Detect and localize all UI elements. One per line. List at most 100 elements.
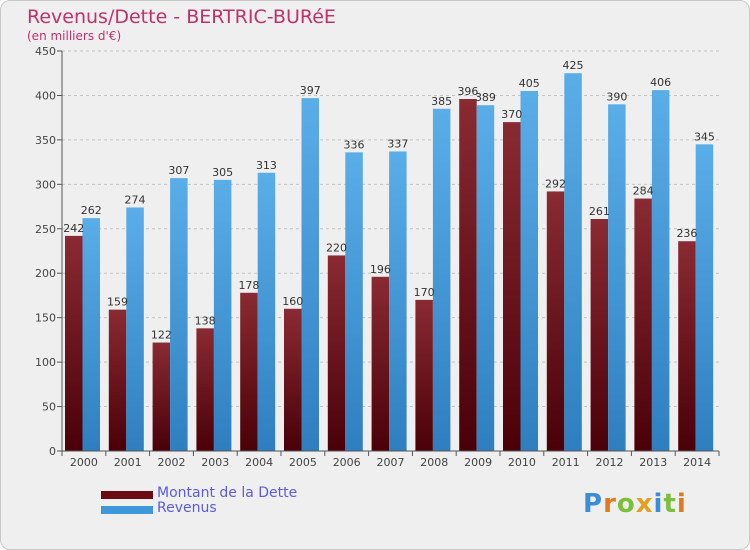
y-tick-label: 150: [35, 312, 56, 325]
data-label-dette: 178: [238, 279, 259, 292]
legend-label-dette: Montant de la Dette: [157, 485, 298, 501]
bar-dette: [65, 235, 83, 451]
data-label-dette: 236: [676, 227, 697, 240]
data-label-revenus: 274: [125, 193, 146, 206]
data-label-revenus: 337: [387, 137, 408, 150]
data-label-dette: 170: [414, 286, 435, 299]
data-label-revenus: 262: [81, 204, 102, 217]
x-tick-label: 2002: [158, 456, 186, 469]
x-tick-label: 2004: [245, 456, 273, 469]
bar-revenus: [476, 105, 495, 451]
data-label-revenus: 405: [519, 77, 540, 90]
data-label-dette: 220: [326, 241, 347, 254]
bar-dette: [546, 191, 565, 451]
bar-dette: [152, 342, 171, 451]
data-label-dette: 196: [370, 263, 391, 276]
bar-revenus: [389, 151, 407, 451]
logo-letter: x: [635, 489, 654, 519]
bar-dette: [415, 299, 433, 451]
data-label-dette: 242: [63, 222, 84, 235]
bar-dette: [371, 276, 390, 451]
bar-dette: [590, 219, 609, 451]
data-label-revenus: 406: [650, 76, 671, 89]
bar-revenus: [520, 91, 538, 451]
chart-title: Revenus/Dette - BERTRIC-BURéE: [27, 6, 336, 28]
data-label-revenus: 345: [694, 130, 715, 143]
data-label-revenus: 425: [563, 59, 584, 72]
data-label-revenus: 389: [475, 91, 496, 104]
data-label-dette: 160: [282, 295, 303, 308]
bar-dette: [503, 122, 521, 451]
bar-revenus: [345, 152, 363, 452]
y-tick-label: 100: [35, 356, 56, 369]
legend-swatch-dette: [101, 491, 153, 499]
legend-swatch-revenus: [101, 506, 153, 514]
data-label-dette: 261: [589, 205, 610, 218]
bar-revenus: [432, 108, 451, 452]
x-tick-label: 2009: [464, 456, 492, 469]
y-tick-label: 0: [49, 445, 56, 458]
y-tick-label: 300: [35, 178, 56, 191]
bar-dette: [196, 328, 214, 451]
data-label-dette: 138: [195, 314, 216, 327]
data-label-revenus: 307: [168, 164, 189, 177]
x-tick-label: 2001: [114, 456, 142, 469]
data-label-dette: 396: [457, 85, 478, 98]
data-label-dette: 370: [501, 108, 522, 121]
y-tick-label: 400: [35, 89, 56, 102]
x-tick-label: 2013: [639, 456, 667, 469]
data-label-revenus: 385: [431, 95, 452, 108]
bar-revenus: [213, 179, 232, 451]
bar-revenus: [608, 104, 626, 451]
y-tick-label: 50: [42, 401, 56, 414]
x-tick-label: 2010: [508, 456, 536, 469]
logo-letter: i: [676, 489, 687, 519]
bar-revenus: [695, 144, 714, 452]
data-label-dette: 159: [107, 296, 128, 309]
logo-letter: i: [653, 489, 664, 519]
logo-letter: o: [616, 489, 636, 519]
data-label-dette: 122: [151, 329, 172, 342]
bar-revenus: [651, 90, 670, 451]
bar-dette: [327, 255, 346, 451]
x-tick-label: 2007: [377, 456, 405, 469]
x-tick-label: 2005: [289, 456, 317, 469]
y-tick-label: 450: [35, 45, 56, 58]
bar-dette: [108, 309, 127, 451]
chart-subtitle: (en milliers d'€): [27, 29, 122, 43]
bar-dette: [459, 99, 477, 451]
x-tick-label: 2014: [683, 456, 711, 469]
bar-revenus: [257, 172, 276, 451]
y-tick-label: 200: [35, 267, 56, 280]
y-tick-label: 350: [35, 134, 56, 147]
data-label-revenus: 336: [344, 138, 365, 151]
x-tick-label: 2003: [201, 456, 229, 469]
bar-dette: [678, 241, 696, 451]
bar-revenus: [126, 207, 144, 451]
bar-revenus: [301, 98, 319, 451]
logo-letter: t: [663, 489, 677, 519]
data-label-dette: 292: [545, 177, 566, 190]
x-tick-label: 2008: [420, 456, 448, 469]
proxiti-logo: Proxiti: [583, 489, 687, 519]
logo-letter: r: [603, 489, 617, 519]
bar-dette: [634, 198, 652, 451]
data-label-revenus: 305: [212, 166, 233, 179]
logo-letter: P: [583, 489, 604, 519]
bar-dette: [284, 308, 302, 451]
bar-dette: [240, 292, 258, 451]
bar-revenus: [564, 73, 582, 451]
data-label-revenus: 397: [300, 84, 321, 97]
x-tick-label: 2012: [596, 456, 624, 469]
data-label-revenus: 390: [606, 90, 627, 103]
legend-label-revenus: Revenus: [157, 500, 217, 516]
bar-revenus: [82, 218, 100, 451]
x-tick-label: 2000: [70, 456, 98, 469]
bar-revenus: [170, 178, 188, 451]
x-tick-label: 2011: [552, 456, 580, 469]
y-tick-label: 250: [35, 223, 56, 236]
data-label-revenus: 313: [256, 159, 277, 172]
data-label-dette: 284: [633, 185, 654, 198]
